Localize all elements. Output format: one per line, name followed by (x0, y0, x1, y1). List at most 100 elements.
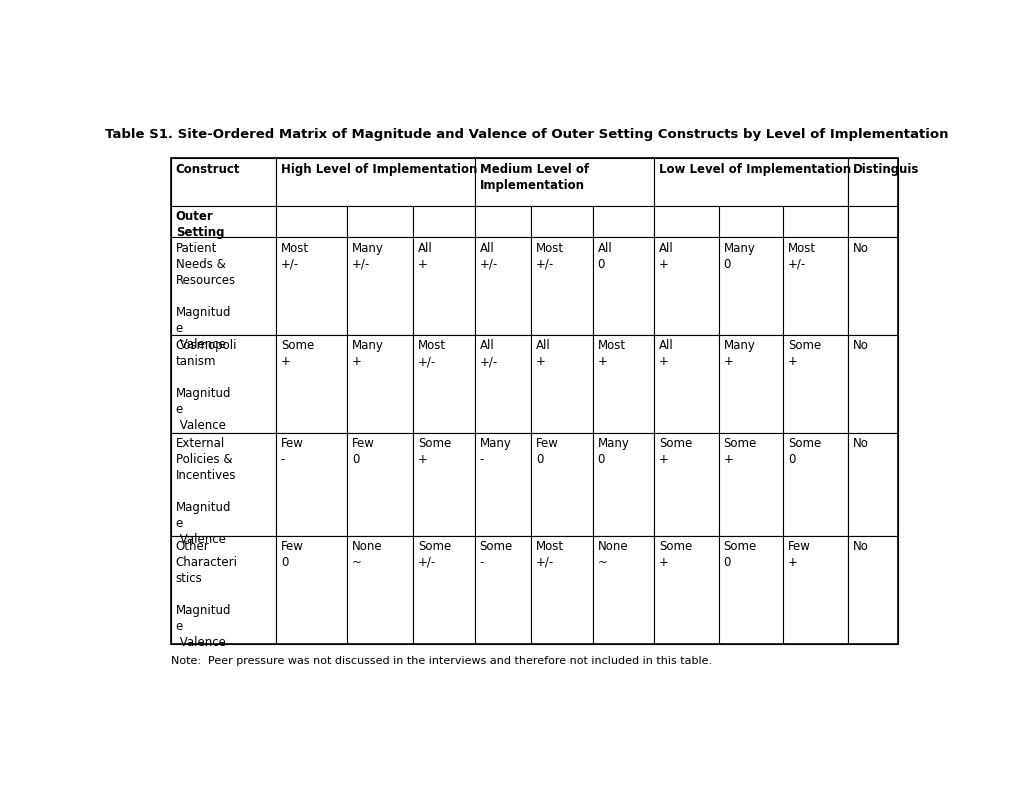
Text: Medium Level of
Implementation: Medium Level of Implementation (479, 162, 588, 191)
Bar (531, 206, 592, 237)
Text: Distinguishing: Distinguishing (852, 162, 948, 176)
Text: All
+/-: All +/- (479, 340, 497, 368)
Bar (531, 433, 592, 536)
Bar (848, 237, 898, 335)
Bar (276, 237, 346, 335)
Bar (653, 158, 848, 206)
Bar (592, 536, 653, 644)
Text: None
~: None ~ (597, 540, 628, 569)
Bar (718, 536, 783, 644)
Text: Most
+/-: Most +/- (536, 540, 564, 569)
Bar (276, 335, 346, 433)
Bar (475, 237, 531, 335)
Text: Few
-: Few - (280, 437, 304, 466)
Text: Most
+/-: Most +/- (418, 340, 446, 368)
Bar (171, 237, 276, 335)
Text: External
Policies &
Incentives

Magnitud
e
 Valence: External Policies & Incentives Magnitud … (175, 437, 236, 546)
Bar (413, 237, 475, 335)
Text: Some
+: Some + (722, 437, 756, 466)
Text: Patient
Needs &
Resources

Magnitud
e
 Valence: Patient Needs & Resources Magnitud e Val… (175, 242, 235, 351)
Text: Note:  Peer pressure was not discussed in the interviews and therefore not inclu: Note: Peer pressure was not discussed in… (171, 656, 711, 666)
Text: None
~: None ~ (352, 540, 382, 569)
Bar (718, 335, 783, 433)
Bar (475, 433, 531, 536)
Text: No: No (852, 437, 868, 450)
Bar (783, 433, 848, 536)
Text: Most
+/-: Most +/- (280, 242, 309, 270)
Bar (783, 206, 848, 237)
Text: Many
+/-: Many +/- (352, 242, 383, 270)
Text: All
+/-: All +/- (479, 242, 497, 270)
Text: Most
+: Most + (597, 340, 625, 368)
Text: Some
+: Some + (788, 340, 820, 368)
Bar (346, 335, 413, 433)
Text: Other
Characteri
stics

Magnitud
e
 Valence: Other Characteri stics Magnitud e Valenc… (175, 540, 237, 649)
Bar (171, 335, 276, 433)
Bar (413, 536, 475, 644)
Bar (531, 335, 592, 433)
Text: Most
+/-: Most +/- (536, 242, 564, 270)
Text: Many
0: Many 0 (597, 437, 629, 466)
Bar (531, 237, 592, 335)
Bar (475, 536, 531, 644)
Text: All
0: All 0 (597, 242, 611, 270)
Text: Some
0: Some 0 (722, 540, 756, 569)
Bar (276, 536, 346, 644)
Bar (171, 158, 898, 644)
Bar (171, 158, 276, 206)
Text: Many
0: Many 0 (722, 242, 755, 270)
Text: No: No (852, 340, 868, 352)
Bar (475, 335, 531, 433)
Text: All
+: All + (418, 242, 432, 270)
Bar (848, 536, 898, 644)
Text: Some
+/-: Some +/- (418, 540, 451, 569)
Bar (848, 206, 898, 237)
Text: Construct: Construct (175, 162, 240, 176)
Bar (171, 536, 276, 644)
Bar (653, 433, 718, 536)
Bar (848, 433, 898, 536)
Bar (592, 237, 653, 335)
Bar (413, 206, 475, 237)
Bar (653, 206, 718, 237)
Text: Many
+: Many + (722, 340, 755, 368)
Text: Some
0: Some 0 (788, 437, 820, 466)
Bar (783, 536, 848, 644)
Text: All
+: All + (658, 242, 673, 270)
Bar (848, 335, 898, 433)
Bar (653, 237, 718, 335)
Text: Many
-: Many - (479, 437, 511, 466)
Bar (718, 433, 783, 536)
Bar (848, 158, 898, 206)
Bar (592, 206, 653, 237)
Text: Few
+: Few + (788, 540, 810, 569)
Bar (276, 433, 346, 536)
Bar (171, 206, 276, 237)
Bar (413, 433, 475, 536)
Text: High Level of Implementation: High Level of Implementation (280, 162, 477, 176)
Text: Some
+: Some + (658, 540, 692, 569)
Text: Table S1. Site-Ordered Matrix of Magnitude and Valence of Outer Setting Construc: Table S1. Site-Ordered Matrix of Magnitu… (105, 128, 948, 141)
Bar (531, 536, 592, 644)
Text: Outer
Setting: Outer Setting (175, 210, 224, 239)
Bar (592, 335, 653, 433)
Text: Few
0: Few 0 (280, 540, 304, 569)
Text: Many
+: Many + (352, 340, 383, 368)
Text: Most
+/-: Most +/- (788, 242, 815, 270)
Text: All
+: All + (536, 340, 550, 368)
Text: Few
0: Few 0 (536, 437, 558, 466)
Bar (783, 335, 848, 433)
Bar (346, 433, 413, 536)
Bar (653, 536, 718, 644)
Bar (171, 433, 276, 536)
Bar (346, 206, 413, 237)
Text: Low Level of Implementation: Low Level of Implementation (658, 162, 850, 176)
Text: No: No (852, 540, 868, 552)
Text: Cosmopoli
tanism

Magnitud
e
 Valence: Cosmopoli tanism Magnitud e Valence (175, 340, 237, 433)
Bar (718, 206, 783, 237)
Bar (653, 335, 718, 433)
Bar (413, 335, 475, 433)
Bar (718, 237, 783, 335)
Text: Some
+: Some + (280, 340, 314, 368)
Text: Some
+: Some + (658, 437, 692, 466)
